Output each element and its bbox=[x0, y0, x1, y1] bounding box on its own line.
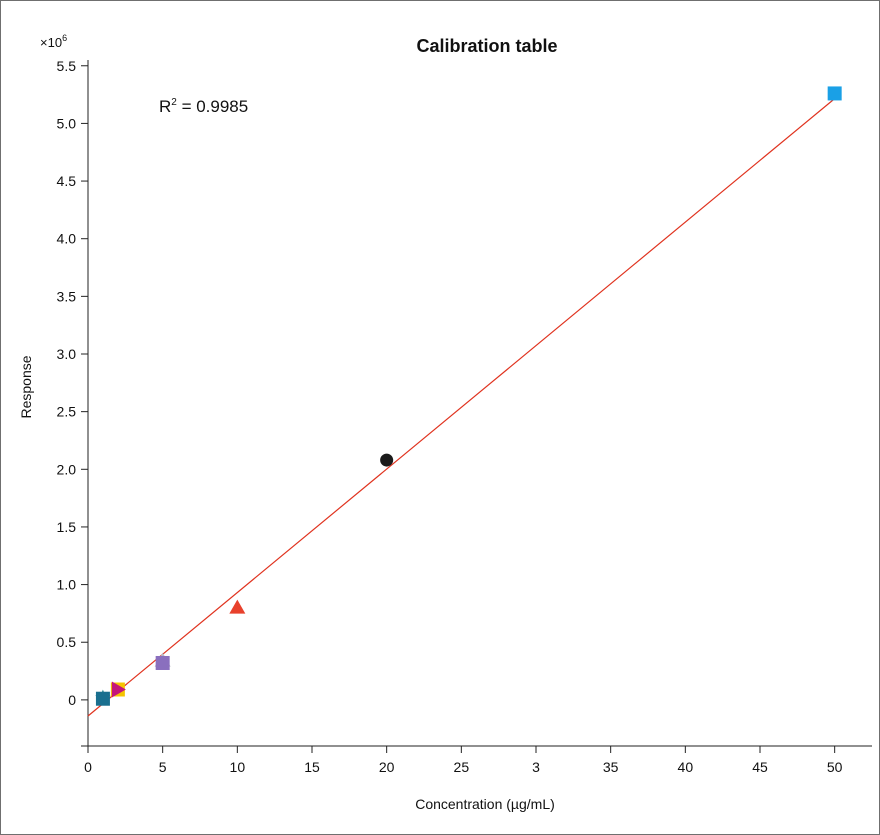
x-tick-label: 3 bbox=[532, 759, 540, 775]
fit-line bbox=[87, 98, 836, 717]
x-tick-label: 15 bbox=[304, 759, 320, 775]
data-points bbox=[95, 86, 842, 706]
data-point-circle bbox=[380, 453, 394, 467]
r-squared-exponent: 2 bbox=[171, 97, 177, 108]
x-axis-title: Concentration (µg/mL) bbox=[415, 796, 555, 812]
x-tick-label: 40 bbox=[678, 759, 694, 775]
y-tick-label: 4.5 bbox=[57, 173, 77, 189]
x-tick-label: 50 bbox=[827, 759, 843, 775]
axes bbox=[87, 60, 872, 747]
data-point-square bbox=[827, 86, 842, 101]
y-axis-title: Response bbox=[18, 355, 34, 418]
y-tick-label: 1.5 bbox=[57, 519, 77, 535]
y-tick-label: 2.5 bbox=[57, 404, 77, 420]
y-tick-label: 5.0 bbox=[57, 115, 77, 131]
data-point-triangle-up bbox=[229, 599, 246, 614]
x-tick-label: 20 bbox=[379, 759, 395, 775]
x-tick-label: 10 bbox=[230, 759, 246, 775]
data-point-triangle-right bbox=[111, 681, 126, 698]
y-tick-label: 3.0 bbox=[57, 346, 77, 362]
r-squared-value: = 0.9985 bbox=[177, 97, 248, 116]
fit-line-group bbox=[87, 98, 836, 717]
y-tick-label: 5.5 bbox=[57, 58, 77, 74]
y-tick-label: 1.0 bbox=[57, 577, 77, 593]
x-tick-label: 0 bbox=[84, 759, 92, 775]
chart-title: Calibration table bbox=[416, 36, 557, 56]
x-ticks: 0 5 10 15 20 25 3 35 40 45 50 bbox=[84, 746, 843, 775]
y-multiplier-base: ×10 bbox=[40, 35, 62, 50]
r-squared-symbol: R bbox=[159, 97, 171, 116]
x-tick-label: 35 bbox=[603, 759, 619, 775]
y-tick-label: 2.0 bbox=[57, 461, 77, 477]
y-tick-label: 0.5 bbox=[57, 634, 77, 650]
y-tick-label: 0 bbox=[68, 692, 76, 708]
y-tick-label: 3.5 bbox=[57, 288, 77, 304]
y-multiplier-exponent: 6 bbox=[62, 33, 67, 43]
x-tick-label: 45 bbox=[752, 759, 768, 775]
y-ticks: 0 0.5 1.0 1.5 2.0 2.5 3.0 3.5 4.0 4.5 5.0 5.5 bbox=[57, 58, 88, 747]
data-point-square bbox=[95, 691, 110, 706]
y-multiplier: ×106 bbox=[40, 33, 67, 50]
x-tick-label: 5 bbox=[159, 759, 167, 775]
r-squared-annotation: R2 = 0.9985 bbox=[159, 97, 248, 116]
x-tick-label: 25 bbox=[454, 759, 470, 775]
data-point-square bbox=[155, 655, 170, 670]
y-tick-label: 4.0 bbox=[57, 231, 77, 247]
